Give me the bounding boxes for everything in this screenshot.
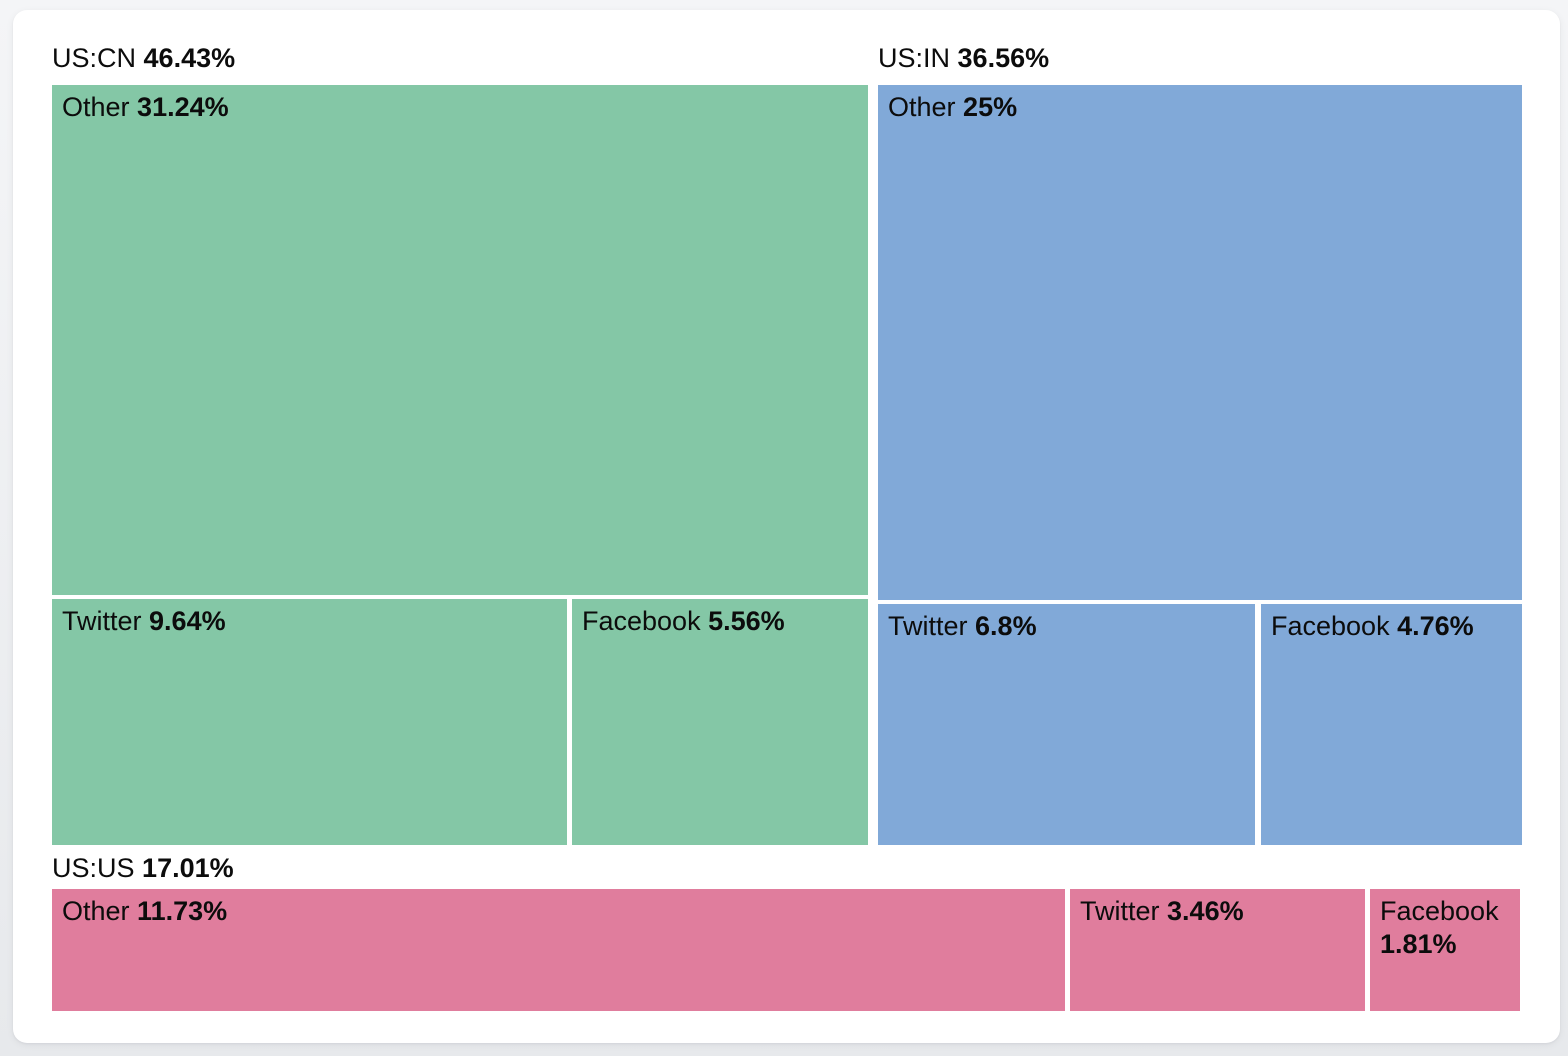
treemap-cell-us-cn-facebook[interactable]: Facebook 5.56% (572, 599, 868, 845)
group-name: US:IN (878, 43, 951, 73)
cell-value: 3.46% (1167, 896, 1244, 926)
treemap-cell-us-us-twitter[interactable]: Twitter 3.46% (1070, 889, 1365, 1011)
group-name: US:US (52, 853, 135, 883)
cell-value: 9.64% (149, 606, 226, 636)
treemap-cell-us-cn-twitter[interactable]: Twitter 9.64% (52, 599, 567, 845)
cell-name: Twitter (62, 606, 142, 636)
group-label-us-cn: US:CN 46.43% (52, 41, 235, 75)
group-value: 17.01% (142, 853, 234, 883)
cell-value: 4.76% (1397, 611, 1474, 641)
treemap-cell-us-us-facebook[interactable]: Facebook 1.81% (1370, 889, 1520, 1011)
cell-name: Twitter (888, 611, 968, 641)
treemap-card: US:CN 46.43% Other 31.24% Twitter 9.64% … (13, 10, 1560, 1043)
treemap-cell-us-cn-other[interactable]: Other 31.24% (52, 85, 868, 595)
group-label-us-in: US:IN 36.56% (878, 41, 1049, 75)
group-name: US:CN (52, 43, 137, 73)
cell-value: 1.81% (1380, 929, 1457, 959)
cell-value: 25% (963, 92, 1018, 122)
cell-name: Facebook (582, 606, 701, 636)
group-label-us-us: US:US 17.01% (52, 851, 234, 885)
cell-value: 11.73% (137, 896, 228, 926)
cell-value: 6.8% (975, 611, 1037, 641)
cell-value: 31.24% (137, 92, 229, 122)
cell-name: Other (888, 92, 956, 122)
treemap-cell-us-in-other[interactable]: Other 25% (878, 85, 1522, 600)
cell-name: Other (62, 896, 130, 926)
group-value: 46.43% (143, 43, 236, 73)
cell-name: Facebook (1380, 896, 1499, 926)
treemap-cell-us-in-twitter[interactable]: Twitter 6.8% (878, 604, 1255, 845)
cell-name: Facebook (1271, 611, 1390, 641)
cell-value: 5.56% (708, 606, 785, 636)
group-value: 36.56% (957, 43, 1050, 73)
treemap-cell-us-us-other[interactable]: Other 11.73% (52, 889, 1065, 1011)
cell-name: Other (62, 92, 130, 122)
treemap-cell-us-in-facebook[interactable]: Facebook 4.76% (1261, 604, 1522, 845)
cell-name: Twitter (1080, 896, 1160, 926)
